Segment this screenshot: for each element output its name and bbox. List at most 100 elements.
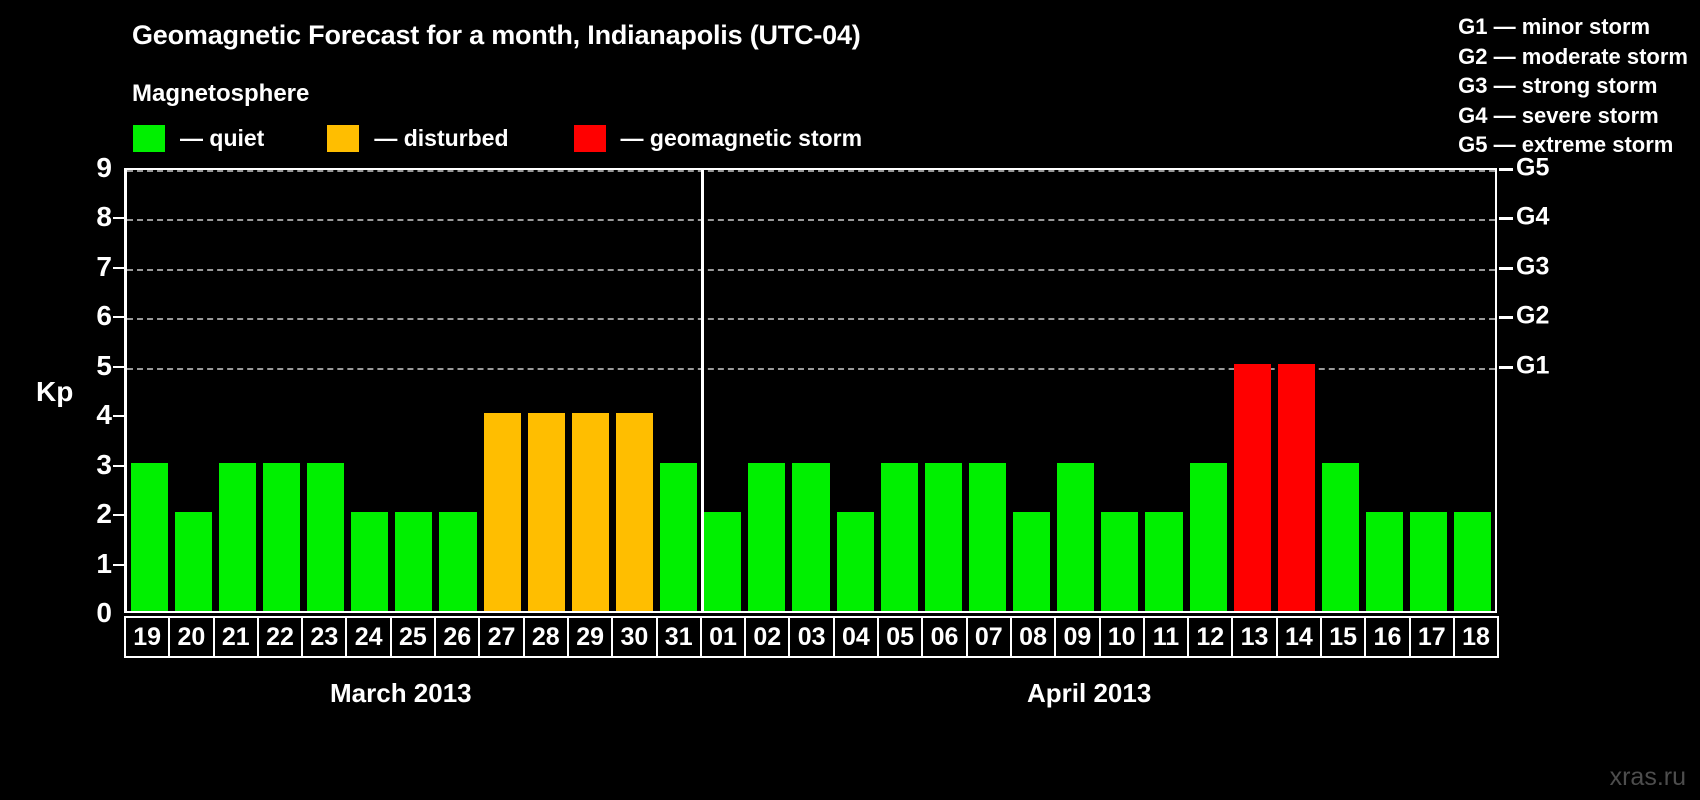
y-tick-label-9: 9 (96, 152, 112, 183)
plot-area (124, 168, 1497, 613)
y-tick-label-3: 3 (96, 448, 112, 480)
day-label-06: 06 (921, 616, 968, 658)
g-scale-legend: G1 — minor storm G2 — moderate storm G3 — … (1458, 12, 1688, 160)
bar-cell (789, 170, 833, 611)
gridline-kp-7 (127, 268, 1495, 271)
bar-08 (1013, 512, 1051, 611)
bar-cell (436, 170, 480, 611)
bar-13 (1233, 363, 1271, 611)
gscale-legend-line-3: G3 — strong storm (1458, 73, 1658, 98)
bar-17 (1410, 512, 1448, 611)
day-label-31: 31 (655, 616, 702, 658)
g-tick-mark-G3 (1499, 266, 1513, 270)
bar-cell (1142, 170, 1186, 611)
day-label-02: 02 (744, 616, 791, 658)
bar-15 (1321, 462, 1359, 611)
gridline-kp-5 (127, 367, 1495, 370)
day-label-07: 07 (965, 616, 1012, 658)
bar-05 (880, 462, 918, 611)
day-label-22: 22 (256, 616, 304, 658)
legend-item-storm: — geomagnetic storm (572, 124, 862, 153)
gscale-legend-line-5: G5 — extreme storm (1458, 132, 1674, 157)
legend-swatch-quiet (132, 124, 166, 153)
bar-02 (748, 462, 786, 611)
g-tick-label-G5: G5 (1516, 153, 1550, 182)
bar-cell (171, 170, 215, 611)
y-tick-label-2: 2 (96, 498, 112, 530)
day-label-04: 04 (832, 616, 880, 658)
bar-12 (1189, 462, 1227, 611)
legend-swatch-disturbed (326, 124, 361, 153)
y-tick-mark-1 (113, 563, 124, 566)
y-tick-label-4: 4 (96, 399, 112, 431)
legend-swatch-storm (572, 124, 607, 153)
month-divider (700, 170, 704, 611)
gscale-legend-line-2: G2 — moderate storm (1458, 43, 1688, 69)
bar-10 (1101, 512, 1139, 611)
bar-series (127, 170, 1495, 611)
day-label-26: 26 (434, 616, 481, 658)
bar-23 (307, 462, 345, 611)
bar-cell (127, 170, 171, 611)
day-label-16: 16 (1364, 616, 1411, 658)
gridline-kp-8 (127, 219, 1495, 222)
g-tick-label-G1: G1 (1516, 351, 1550, 380)
g-tick-mark-G4 (1499, 217, 1513, 221)
month-caption-april: April 2013 (1027, 678, 1152, 708)
g-tick-label-G2: G2 (1516, 301, 1550, 330)
bar-cell (1010, 170, 1054, 611)
y-tick-label-5: 5 (96, 349, 112, 381)
bar-06 (924, 462, 962, 611)
y-tick-mark-7 (113, 266, 124, 269)
bar-cell (1451, 170, 1495, 611)
gridline-kp-6 (127, 318, 1495, 321)
y-tick-mark-8 (113, 217, 124, 220)
bar-cell (1186, 170, 1230, 611)
day-label-28: 28 (522, 616, 569, 658)
day-label-03: 03 (788, 616, 835, 658)
bar-22 (262, 462, 300, 611)
day-label-21: 21 (212, 616, 259, 658)
bar-cell (568, 170, 612, 611)
bar-cell (215, 170, 259, 611)
day-label-25: 25 (389, 616, 437, 658)
g-tick-mark-G2 (1499, 316, 1513, 320)
bar-07 (968, 462, 1006, 611)
bar-19 (130, 462, 168, 611)
bar-cell (701, 170, 745, 611)
bar-25 (395, 512, 433, 611)
bar-20 (174, 512, 212, 611)
y-tick-mark-6 (113, 316, 124, 319)
y-tick-mark-2 (113, 514, 124, 517)
bar-cell (612, 170, 656, 611)
bar-03 (792, 462, 830, 611)
month-caption-march: March 2013 (330, 678, 472, 708)
g-tick-mark-G1 (1499, 365, 1513, 369)
day-label-18: 18 (1452, 616, 1500, 658)
bar-cell (877, 170, 921, 611)
g-tick-mark-G5 (1499, 168, 1513, 171)
y-tick-mark-5 (113, 365, 124, 368)
day-label-27: 27 (478, 616, 525, 658)
g-tick-label-G3: G3 (1516, 252, 1550, 281)
bar-cell (745, 170, 789, 611)
y-tick-mark-4 (113, 415, 124, 418)
day-label-12: 12 (1187, 616, 1234, 658)
bar-cell (657, 170, 701, 611)
bar-cell (1054, 170, 1098, 611)
legend-label-disturbed: — disturbed (374, 125, 509, 151)
bar-27 (483, 413, 521, 611)
bar-26 (439, 512, 477, 611)
bar-cell (304, 170, 348, 611)
bar-cell (1098, 170, 1142, 611)
day-label-09: 09 (1054, 616, 1101, 658)
bar-01 (704, 512, 742, 611)
bar-24 (351, 512, 389, 611)
y-tick-label-7: 7 (96, 250, 112, 282)
bar-cell (259, 170, 303, 611)
bar-cell (480, 170, 524, 611)
gscale-legend-line-4: G4 — severe storm (1458, 102, 1659, 128)
chart-subtitle: Magnetosphere (132, 80, 310, 107)
day-label-23: 23 (301, 616, 348, 658)
day-label-11: 11 (1142, 616, 1190, 658)
